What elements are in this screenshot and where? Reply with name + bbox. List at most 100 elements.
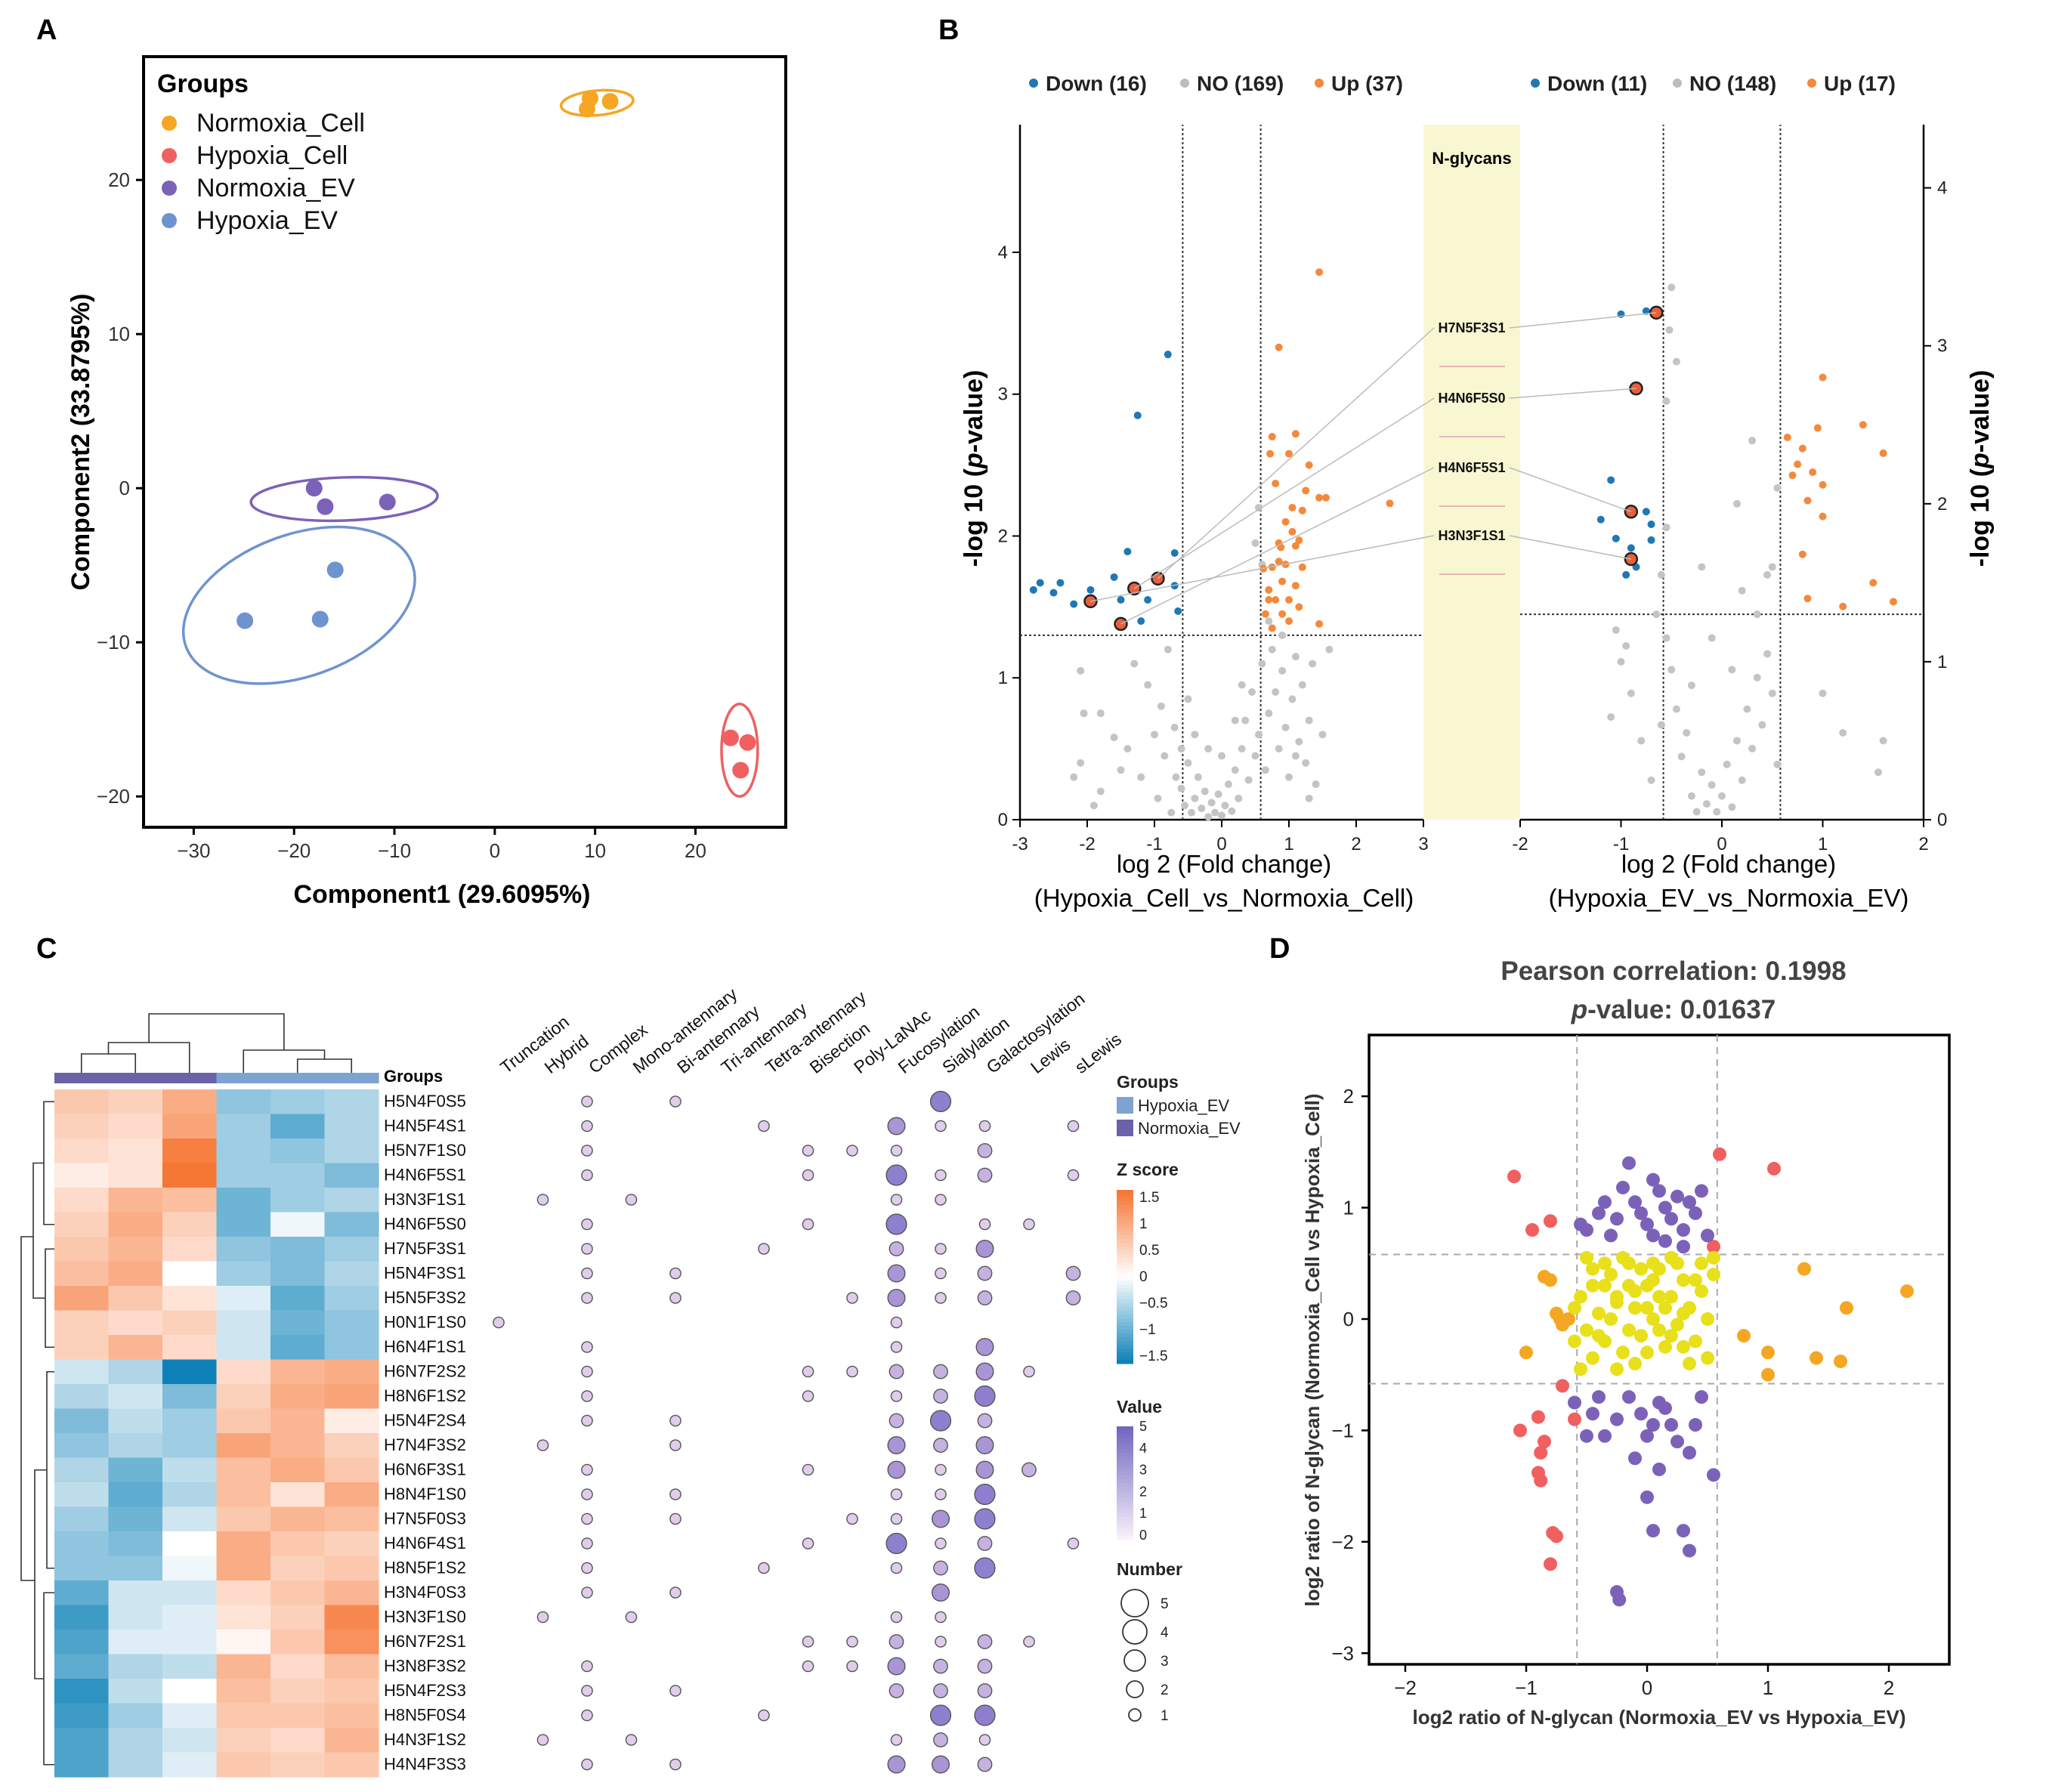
heatmap-dot (889, 1634, 904, 1649)
heatmap-dot (802, 1169, 814, 1182)
volcano-point-no (1251, 752, 1259, 760)
correlation-point-yellow (1634, 1329, 1648, 1343)
heatmap-row-label: H3N3F1S0 (384, 1608, 466, 1627)
value-colorbar-segment (1117, 1513, 1133, 1518)
volcano-x-tick-label: 3 (1418, 834, 1428, 854)
volcano-point-up (1798, 550, 1806, 558)
volcano-connector (1509, 388, 1636, 399)
volcano-legend-swatch (1531, 79, 1540, 88)
heatmap-dot (669, 1414, 681, 1427)
volcano-point-no (1187, 808, 1195, 817)
heatmap-cell (324, 1433, 379, 1459)
volcano-legend-label: Down (16) (1046, 72, 1147, 95)
correlation-x-axis-label: log2 ratio of N-glycan (Normoxia_EV vs H… (1412, 1706, 1905, 1729)
volcano-left-xlabel: log 2 (Fold change) (1117, 850, 1331, 878)
value-colorbar-segment (1117, 1479, 1133, 1484)
correlation-point-yellow (1604, 1312, 1618, 1326)
volcano-point-up (1788, 471, 1797, 480)
volcano-point-no (1170, 723, 1179, 731)
heatmap-group-bar-cell (54, 1073, 110, 1083)
value-colorbar-segment (1117, 1483, 1133, 1488)
correlation-point-yellow (1634, 1262, 1648, 1276)
volcano-point-up (1321, 493, 1330, 502)
pca-y-tick-label: −10 (97, 631, 130, 653)
heatmap-dot (978, 1120, 991, 1132)
volcano-point-down (1612, 534, 1620, 542)
correlation-point-red (1544, 1214, 1557, 1228)
heatmap-cell (270, 1728, 326, 1753)
heatmap-cell (162, 1433, 218, 1459)
volcano-point-no (1261, 766, 1269, 774)
heatmap-dot (669, 1439, 681, 1451)
value-colorbar-segment (1117, 1517, 1133, 1522)
value-colorbar-segment (1117, 1438, 1133, 1442)
pca-x-tick-label: −20 (277, 839, 311, 862)
volcano-point-no (1070, 773, 1078, 781)
heatmap-cell (216, 1335, 271, 1361)
volcano-point-up (1803, 595, 1812, 603)
volcano-x-tick-label: -2 (1079, 834, 1095, 854)
correlation-point-purple (1670, 1189, 1684, 1203)
correlation-point-purple (1658, 1200, 1672, 1215)
volcano-point-down (1056, 579, 1065, 587)
zscore-colorbar-segment (1117, 1284, 1133, 1289)
heatmap-row-label: H0N1F1S0 (384, 1313, 466, 1332)
zscore-colorbar-segment (1117, 1273, 1133, 1278)
zscore-tick-label: −1 (1139, 1322, 1156, 1338)
heatmap-cell (324, 1605, 379, 1630)
heatmap-dot (758, 1562, 770, 1574)
value-colorbar-segment (1117, 1487, 1133, 1491)
value-colorbar-segment (1117, 1445, 1133, 1450)
correlation-point-purple (1695, 1390, 1708, 1404)
value-tick-label: 5 (1139, 1419, 1147, 1434)
volcano-point-no (1665, 326, 1674, 334)
correlation-plot-frame (1368, 1033, 1951, 1666)
heatmap-dot (935, 1194, 947, 1206)
correlation-point-red (1513, 1423, 1527, 1438)
heatmap-cell (108, 1212, 163, 1237)
heatmap-dot (935, 1488, 947, 1500)
volcano-point-no (1763, 650, 1772, 658)
volcano-point-no (1077, 666, 1085, 675)
zscore-colorbar-segment (1117, 1345, 1133, 1349)
correlation-point-orange (1834, 1354, 1847, 1368)
heatmap-dot (581, 1414, 593, 1427)
correlation-point-yellow (1664, 1329, 1678, 1343)
volcano-point-no (1622, 642, 1630, 650)
volcano-point-no (1184, 759, 1192, 767)
volcano-point-no (1723, 760, 1731, 768)
heatmap-cell (324, 1728, 379, 1753)
volcano-point-up (1275, 343, 1283, 351)
correlation-point-purple (1568, 1395, 1581, 1410)
correlation-x-tick-label: 1 (1763, 1676, 1773, 1699)
correlation-point-yellow (1658, 1339, 1672, 1354)
heatmap-cell (54, 1752, 110, 1778)
value-colorbar-segment (1117, 1498, 1133, 1503)
heatmap-cell (270, 1089, 326, 1115)
volcano-point-no (1733, 737, 1742, 745)
correlation-point-yellow (1646, 1256, 1660, 1271)
heatmap-row-label: H5N4F0S5 (384, 1092, 466, 1111)
correlation-point-red (1531, 1410, 1545, 1424)
heatmap-cell (108, 1752, 163, 1778)
heatmap-group-legend-label: Normoxia_EV (1138, 1119, 1241, 1138)
volcano-point-no (1130, 660, 1139, 668)
volcano-point-no (1144, 681, 1152, 689)
heatmap-cell (162, 1261, 218, 1287)
volcano-point-up (1869, 579, 1878, 587)
heatmap-group-bar-cell (270, 1073, 326, 1083)
heatmap-row-label: H8N5F1S2 (384, 1559, 466, 1577)
pca-point (722, 729, 739, 746)
number-legend-circle (1122, 1619, 1148, 1645)
heatmap-dot (935, 1463, 947, 1476)
volcano-point-up (1285, 617, 1293, 626)
heatmap-cell (270, 1580, 326, 1606)
volcano-point-no (1181, 802, 1189, 810)
volcano-x-tick-label: 2 (1918, 834, 1928, 854)
number-legend-circle (1126, 1680, 1144, 1698)
volcano-point-down (1170, 549, 1179, 558)
number-legend-label: 5 (1161, 1596, 1169, 1612)
volcano-point-no (1637, 737, 1646, 745)
volcano-point-no (1687, 681, 1695, 690)
heatmap-cell (216, 1457, 271, 1483)
